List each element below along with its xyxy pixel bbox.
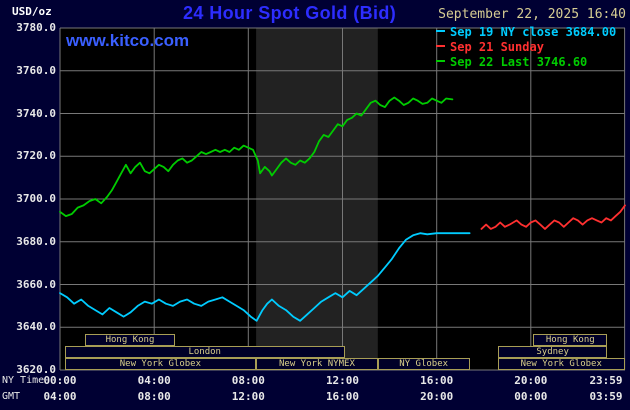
y-tick-0: 3780.0 [16, 21, 56, 34]
x-tick-gmt-5: 00:00 [514, 390, 548, 403]
x-tick-gmt-1: 08:00 [137, 390, 171, 403]
y-tick-6: 3660.0 [16, 277, 56, 291]
x-tick-ny-5: 20:00 [514, 374, 548, 387]
y-tick-8: 3620.0 [16, 363, 56, 376]
x-tick-ny-0: 00:00 [43, 374, 77, 387]
datetime-stamp: September 22, 2025 16:40 [438, 7, 626, 22]
x-tick-ny-3: 12:00 [325, 374, 360, 387]
session-box-ny-globex: NY Globex [377, 358, 470, 370]
y-tick-2: 3740.0 [16, 106, 56, 120]
y-tick-3: 3720.0 [16, 149, 56, 163]
session-box-new-york-globex: New York Globex [64, 358, 257, 370]
x-tick-ny-6: 23:59 [589, 374, 623, 387]
x-tick-ny-4: 16:00 [420, 374, 454, 387]
session-box-hong-kong: Hong Kong [533, 334, 608, 346]
x-tick-gmt-6: 03:59 [589, 390, 623, 403]
y-tick-7: 3640.0 [16, 320, 56, 334]
session-box-sydney: Sydney [497, 346, 608, 358]
legend-row-sep19: Sep 19 NY close 3684.00 [436, 25, 616, 40]
y-tick-1: 3760.0 [16, 63, 56, 77]
series-line-sep19 [59, 232, 471, 322]
session-box-new-york-globex: New York Globex [497, 358, 625, 370]
sep21-line-marker-icon [436, 45, 445, 47]
legend-row-sep22: Sep 22 Last 3746.60 [436, 55, 616, 70]
x-tick-gmt-4: 20:00 [420, 390, 454, 403]
kitco-watermark-link[interactable]: www.kitco.com [66, 31, 190, 50]
legend-row-sep21: Sep 21 Sunday [436, 40, 616, 55]
sep22-line-marker-icon [436, 60, 445, 62]
y-axis-units-label: USD/oz [12, 5, 52, 18]
x-tick-ny-2: 08:00 [231, 374, 265, 387]
x-tick-gmt-3: 16:00 [325, 390, 360, 403]
y-tick-4: 3700.0 [16, 192, 56, 205]
series-line-sep21 [480, 204, 626, 230]
legend-label-sep22: Sep 22 Last 3746.60 [450, 55, 588, 69]
ny-time-axis-label: NY Time [2, 375, 45, 386]
series-line-sep22 [59, 96, 454, 218]
chart-title: 24 Hour Spot Gold (Bid) [183, 3, 397, 23]
gmt-axis-label: GMT [2, 391, 21, 402]
legend: Sep 19 NY close 3684.00 Sep 21 Sunday Se… [436, 25, 616, 70]
x-tick-ny-1: 04:00 [137, 374, 171, 387]
y-tick-5: 3680.0 [16, 234, 56, 248]
sep19-line-marker-icon [436, 30, 445, 32]
legend-label-sep19: Sep 19 NY close 3684.00 [450, 25, 617, 39]
legend-label-sep21: Sep 21 Sunday [450, 40, 544, 54]
session-box-london: London [64, 346, 345, 358]
x-tick-gmt-2: 12:00 [231, 390, 265, 403]
session-box-new-york-nymex: New York NYMEX [256, 358, 378, 370]
session-box-hong-kong: Hong Kong [84, 334, 176, 346]
x-tick-gmt-0: 04:00 [43, 390, 77, 403]
